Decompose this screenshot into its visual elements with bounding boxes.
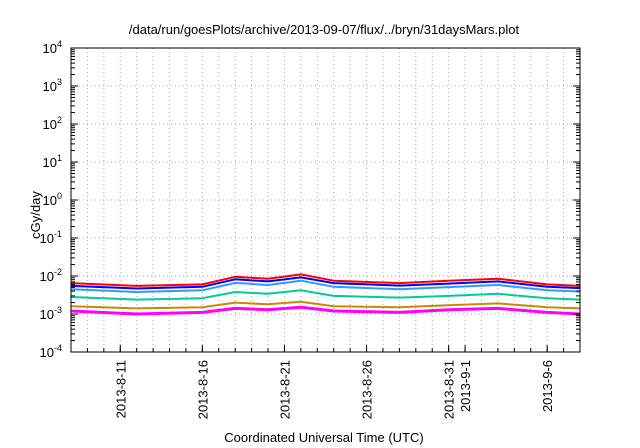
y-tick-label: 104 [43, 39, 62, 56]
x-axis-label: Coordinated Universal Time (UTC) [224, 430, 423, 445]
series-line-4 [70, 289, 581, 301]
y-tick-exponent: 1 [57, 153, 62, 163]
x-tick-label: 2013-8-31 [442, 360, 457, 419]
y-tick-label: 10-1 [40, 229, 62, 246]
y-tick-exponent: 2 [57, 115, 62, 125]
y-tick-exponent: 4 [57, 39, 62, 49]
y-tick-base: 10 [43, 193, 57, 208]
x-ticks: 2013-8-11 2013-8-16 2013-8-21 2013-8-26 2013… [70, 345, 565, 419]
x-tick-label: 2013-9-1 [458, 360, 473, 412]
series-line-1 [70, 273, 581, 287]
y-tick-label: 102 [43, 115, 62, 132]
y-tick-base: 10 [40, 307, 54, 322]
y-tick-exponent: 3 [57, 77, 62, 87]
y-tick-base: 10 [40, 231, 54, 246]
y-tick-label: 103 [43, 77, 62, 94]
series-line-3 [70, 279, 581, 293]
y-tick-label: 10-3 [40, 305, 62, 322]
y-tick-base: 10 [43, 41, 57, 56]
y-tick-exponent: -1 [54, 229, 62, 239]
y-tick-exponent: 0 [57, 191, 62, 201]
y-tick-base: 10 [40, 345, 54, 360]
y-tick-exponent: -2 [54, 267, 62, 277]
y-tick-label: 10-4 [40, 343, 62, 360]
series-line-5 [70, 300, 581, 310]
series-line-6 [70, 305, 581, 316]
y-tick-exponent: -3 [54, 305, 62, 315]
x-tick-label: 2013-8-11 [113, 360, 128, 418]
series-line-2 [70, 276, 581, 290]
y-axis-label: cGy/day [28, 191, 43, 239]
x-tick-label: 2013-8-26 [360, 360, 375, 419]
chart-title: /data/run/goesPlots/archive/2013-09-07/f… [129, 22, 520, 37]
y-tick-base: 10 [40, 269, 54, 284]
series-lines [70, 273, 581, 316]
x-tick-label: 2013-8-16 [195, 360, 210, 419]
y-tick-label: 100 [43, 191, 62, 208]
y-tick-exponent: -4 [54, 343, 62, 353]
grid-lines [70, 48, 580, 352]
y-tick-label: 101 [43, 153, 62, 170]
y-tick-base: 10 [43, 79, 57, 94]
x-tick-label: 2013-8-21 [277, 360, 292, 419]
x-tick-label: 2013-9-6 [540, 360, 555, 412]
y-tick-base: 10 [43, 155, 57, 170]
y-tick-base: 10 [43, 117, 57, 132]
y-tick-label: 10-2 [40, 267, 62, 284]
